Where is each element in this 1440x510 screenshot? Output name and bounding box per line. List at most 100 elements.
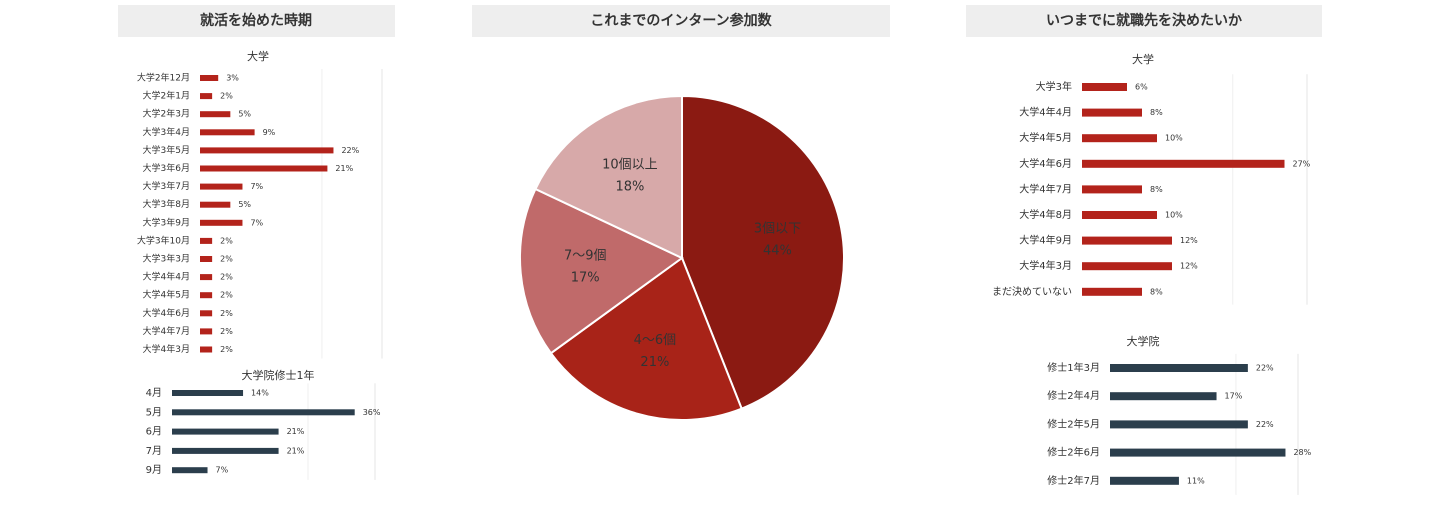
chart-subtitle: 大学院	[1127, 334, 1160, 348]
bar	[172, 447, 279, 454]
value-label: 21%	[287, 427, 305, 436]
bar	[1110, 448, 1286, 457]
panel-title: これまでのインターン参加数	[590, 12, 772, 29]
value-label: 12%	[1180, 236, 1198, 245]
value-label: 7%	[216, 466, 229, 475]
category-label: まだ決めていない	[992, 286, 1072, 298]
value-label: 2%	[220, 92, 233, 101]
slice-value: 44%	[763, 243, 792, 258]
category-label: 修士2年7月	[1047, 474, 1100, 487]
bar	[1082, 108, 1142, 117]
bar	[200, 183, 243, 190]
category-label: 大学2年1月	[143, 90, 190, 102]
bar	[200, 274, 213, 281]
bar	[1110, 476, 1179, 485]
category-label: 大学4年7月	[143, 325, 190, 337]
value-label: 7%	[250, 218, 263, 227]
value-label: 21%	[335, 164, 353, 173]
slice-value: 17%	[571, 271, 600, 286]
category-label: 大学3年10月	[137, 234, 190, 246]
category-label: 大学4年4月	[143, 271, 190, 283]
category-label: 大学3年9月	[143, 216, 190, 228]
pie-slice	[534, 94, 683, 260]
pie-slice	[519, 187, 684, 355]
bar	[1082, 236, 1172, 245]
value-label: 5%	[238, 200, 251, 209]
slice-label: 4〜6個	[634, 333, 677, 348]
bar	[200, 147, 334, 154]
bar	[1110, 392, 1217, 401]
value-label: 11%	[1187, 476, 1205, 485]
value-label: 22%	[1256, 420, 1274, 429]
bar	[1082, 134, 1157, 143]
chart-subtitle: 大学	[247, 49, 269, 63]
category-label: 大学4年3月	[143, 343, 190, 355]
category-label: 大学3年8月	[143, 198, 190, 210]
category-label: 4月	[146, 387, 162, 399]
slice-label: 10個以上	[602, 157, 658, 172]
category-label: 大学3年7月	[143, 180, 190, 192]
slice-label: 7〜9個	[564, 249, 607, 264]
value-label: 8%	[1150, 108, 1163, 117]
value-label: 2%	[220, 255, 233, 264]
category-label: 大学3年3月	[143, 253, 190, 265]
category-label: 大学4年5月	[143, 289, 190, 301]
bar	[1082, 287, 1142, 296]
bar	[200, 292, 213, 299]
bar	[1082, 185, 1142, 194]
category-label: 大学4年8月	[1019, 208, 1072, 221]
bar	[1110, 364, 1248, 372]
value-label: 2%	[220, 327, 233, 336]
bar	[200, 93, 213, 100]
value-label: 10%	[1165, 211, 1183, 220]
value-label: 2%	[220, 309, 233, 318]
category-label: 大学3年5月	[143, 144, 190, 156]
bar	[172, 409, 355, 416]
chart-subtitle: 大学院修士1年	[242, 368, 315, 382]
bar	[200, 310, 213, 317]
bar	[1082, 159, 1285, 168]
category-label: 大学3年	[1036, 80, 1072, 93]
bar	[200, 111, 231, 118]
value-label: 10%	[1165, 134, 1183, 143]
value-label: 6%	[1135, 83, 1148, 92]
bar	[172, 390, 244, 396]
pie-slice	[549, 256, 743, 421]
category-label: 大学4年9月	[1019, 234, 1072, 247]
value-label: 17%	[1225, 392, 1243, 401]
bar	[200, 237, 213, 244]
category-label: 6月	[146, 426, 162, 438]
bar	[200, 75, 219, 81]
category-label: 大学2年12月	[137, 72, 190, 84]
value-label: 8%	[1150, 185, 1163, 194]
header-box	[472, 5, 890, 37]
value-label: 28%	[1293, 448, 1311, 457]
bar	[1082, 83, 1127, 91]
category-label: 修士1年3月	[1047, 361, 1100, 374]
bar	[200, 201, 231, 208]
category-label: 7月	[146, 445, 162, 457]
value-label: 9%	[263, 128, 276, 137]
slice-label: 3個以下	[754, 221, 801, 236]
bar	[1082, 211, 1157, 219]
category-label: 修士2年5月	[1047, 417, 1100, 430]
value-label: 8%	[1150, 287, 1163, 296]
chart-subtitle: 大学	[1132, 52, 1154, 66]
bar	[172, 428, 279, 435]
value-label: 14%	[251, 389, 269, 398]
value-label: 5%	[238, 110, 251, 119]
category-label: 大学4年3月	[1019, 259, 1072, 272]
bar	[200, 328, 213, 335]
category-label: 9月	[146, 464, 162, 476]
value-label: 21%	[287, 446, 305, 455]
category-label: 大学4年6月	[143, 307, 190, 319]
bar	[1082, 262, 1172, 271]
slice-value: 18%	[615, 179, 644, 194]
value-label: 2%	[220, 291, 233, 300]
header-box	[966, 5, 1322, 37]
bar	[200, 219, 243, 226]
value-label: 2%	[220, 345, 233, 354]
category-label: 修士2年4月	[1047, 389, 1100, 402]
pie-slice	[681, 94, 845, 410]
